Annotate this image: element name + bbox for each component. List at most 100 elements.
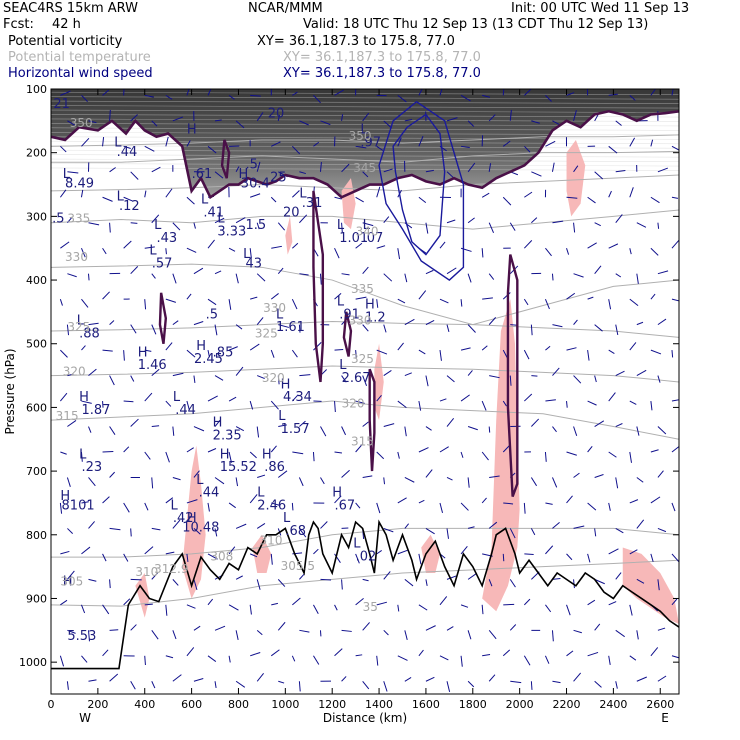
wind-arrow (376, 186, 381, 198)
wind-arrow (425, 426, 432, 431)
pv-annotation: 15.52 (220, 460, 257, 475)
wind-arrow (355, 196, 364, 203)
pv-annotation: .12 (119, 199, 140, 214)
wind-arrow (193, 375, 196, 383)
theta-label: 308 (210, 549, 233, 563)
wind-arrow (418, 553, 422, 565)
wind-arrow (566, 248, 570, 255)
pv-annotation: 8101 (62, 498, 95, 513)
wind-arrow (277, 222, 286, 231)
wind-arrow (629, 137, 636, 147)
y-tick-label: 300 (26, 210, 47, 223)
wind-arrow (186, 647, 195, 657)
wind-arrow (172, 519, 181, 529)
wind-arrow (270, 553, 273, 565)
wind-arrow (355, 553, 360, 564)
wind-arrow (615, 273, 622, 278)
wind-arrow (341, 114, 344, 121)
field-theta-xy: XY= 36.1,187.3 to 175.8, 77.0 (283, 50, 481, 65)
wind-arrow (397, 94, 407, 103)
wind-arrow (256, 629, 263, 636)
wind-arrow (270, 649, 280, 657)
pv-annotation: .43 (156, 231, 177, 246)
wind-arrow (362, 578, 369, 582)
wind-arrow (481, 451, 489, 461)
wind-arrow (629, 187, 634, 198)
field-wind-xy: XY= 36.1,187.3 to 175.8, 77.0 (283, 66, 481, 81)
pv-annotation: H (187, 511, 197, 526)
wind-arrow (629, 549, 638, 555)
wind-arrow (551, 630, 554, 642)
x-tick-label: 0 (48, 698, 55, 711)
wind-arrow (460, 94, 471, 102)
wind-arrow (81, 546, 91, 555)
pv-annotation: 2.35 (213, 428, 242, 443)
wind-arrow (594, 623, 601, 631)
wind-arrow (418, 290, 427, 300)
wind-arrow (172, 222, 181, 231)
theta-label: 310 (260, 533, 283, 547)
wind-arrow (481, 604, 484, 615)
x-tick-label: 1400 (365, 698, 393, 711)
wind-arrow (207, 655, 217, 662)
wind-arrow (587, 502, 597, 511)
wind-arrow (109, 167, 116, 173)
wind-arrow (235, 217, 246, 224)
pv-annotation: .41 (203, 205, 224, 220)
wind-arrow (334, 648, 343, 657)
pv-annotation: 21 (53, 97, 70, 112)
wind-arrow (277, 114, 280, 121)
wind-arrow (172, 630, 177, 640)
wind-arrow (397, 451, 400, 459)
wind-arrow (214, 119, 222, 122)
theta-label: 325 (351, 352, 374, 366)
pv-annotation: .57 (152, 256, 173, 271)
wind-arrow (439, 298, 449, 304)
wind-arrow (418, 135, 424, 147)
theta-contour (51, 527, 679, 558)
plot-frame (50, 88, 680, 695)
x-tick-label: 200 (87, 698, 108, 711)
x-tick-label: 1200 (318, 698, 346, 711)
wind-arrow (235, 120, 245, 129)
x-tick-label: 600 (181, 698, 202, 711)
wind-arrow (467, 477, 470, 488)
wind-arrow (299, 374, 311, 377)
pv-contour (312, 190, 325, 383)
wind-arrow (355, 350, 357, 359)
wind-arrow (270, 293, 279, 300)
wind-arrow (376, 245, 386, 249)
wind-arrow (151, 527, 161, 531)
wind-arrow (566, 196, 578, 199)
wind-arrow (235, 477, 239, 487)
stratosphere-shading (51, 89, 679, 198)
wind-arrow (657, 222, 660, 229)
wind-arrow (523, 240, 533, 249)
wind-arrow (193, 625, 201, 631)
pv-annotation: L (79, 447, 87, 462)
wind-arrow (123, 350, 125, 361)
wind-arrow (587, 242, 597, 249)
wind-arrow (144, 451, 151, 460)
wind-arrow (102, 291, 110, 300)
wind-arrow (109, 629, 119, 631)
wind-arrow (207, 89, 212, 96)
wind-arrow (544, 451, 547, 462)
pv-annotation: 1.61 (276, 320, 305, 335)
pv-fill-region (566, 139, 586, 217)
pv-annotation: .5 (52, 212, 64, 227)
theta-strat-line (51, 127, 679, 131)
pv-annotation: L (77, 314, 85, 329)
wind-arrow (144, 502, 149, 511)
wind-arrow (404, 523, 410, 529)
wind-arrow (678, 171, 679, 173)
wind-arrow (594, 578, 605, 585)
wind-arrow (397, 549, 408, 555)
wind-arrow (228, 546, 236, 555)
wind-arrow (573, 110, 577, 121)
pv-annotation: .97 (360, 135, 381, 150)
wind-arrow (214, 375, 224, 381)
wind-arrow (446, 267, 457, 275)
wind-arrow (341, 222, 343, 233)
wind-arrow (193, 426, 205, 432)
